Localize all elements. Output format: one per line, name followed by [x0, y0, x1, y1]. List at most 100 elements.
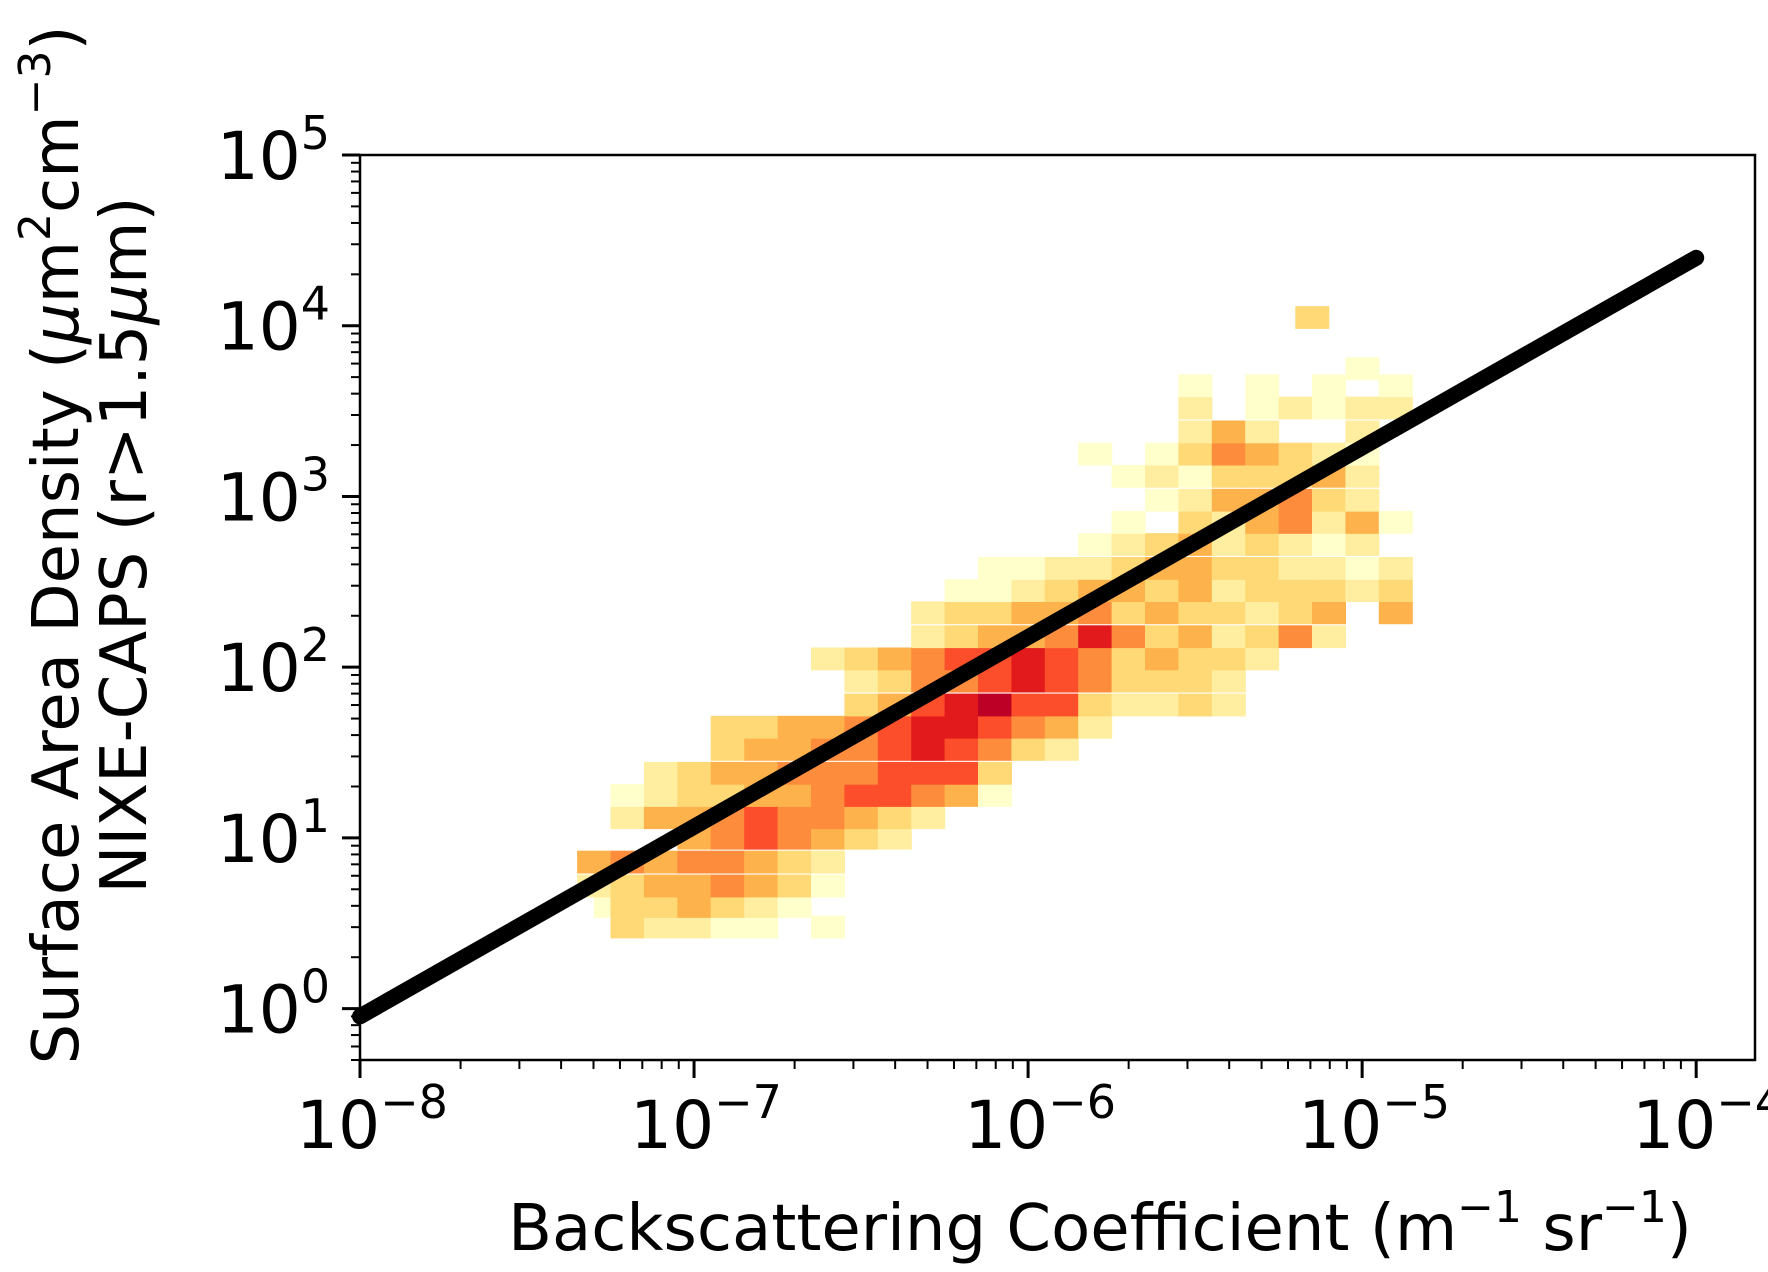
histogram-bin — [710, 850, 745, 874]
histogram-bin — [643, 874, 678, 898]
y-tick-label: 105 — [217, 106, 330, 195]
histogram-bin — [710, 874, 745, 898]
histogram-bin — [1345, 579, 1380, 602]
histogram-bin — [1278, 579, 1313, 602]
histogram-bin — [1345, 357, 1380, 381]
y-axis-label-line2: NIXE-CAPS (r>1.5μm) — [88, 197, 162, 894]
histogram-bin — [1245, 533, 1280, 556]
histogram-bin — [1278, 625, 1313, 649]
histogram-bin — [978, 601, 1012, 625]
y-tick-label: 101 — [217, 789, 330, 878]
histogram-bin — [1278, 557, 1313, 580]
y-axis-label-line1-a: Surface Area Density ( — [20, 344, 94, 1064]
histogram-bin — [944, 738, 979, 761]
histogram-bin — [1211, 579, 1246, 602]
x-tick-label: 10−6 — [964, 1075, 1116, 1164]
histogram-bin — [1178, 420, 1213, 444]
histogram-bin — [744, 915, 779, 939]
histogram-bin — [710, 895, 745, 918]
histogram-bin — [811, 784, 845, 807]
y-axis-label-line2-a: NIXE-CAPS (r>1.5 — [88, 325, 162, 894]
histogram-bin — [1211, 488, 1246, 512]
y-tick-label-base: 10 — [217, 459, 301, 536]
x-tick-label-exponent: −6 — [1048, 1075, 1116, 1129]
histogram-bin — [777, 784, 812, 807]
histogram-bin — [777, 895, 812, 918]
histogram-bin — [1078, 533, 1113, 556]
histogram-bin — [744, 715, 779, 739]
y-tick-label: 100 — [217, 960, 330, 1049]
histogram-bin — [811, 806, 845, 830]
histogram-bin — [978, 693, 1012, 717]
histogram-bin — [944, 601, 979, 625]
histogram-bin — [1245, 420, 1280, 444]
histogram-bin — [1111, 511, 1146, 534]
histogram-bin — [978, 579, 1012, 602]
histogram-bin — [710, 715, 745, 739]
histogram-bin — [710, 915, 745, 939]
x-tick-label-exponent: −4 — [1716, 1075, 1768, 1129]
y-tick-label-base: 10 — [217, 289, 301, 366]
histogram-bin — [978, 557, 1012, 580]
histogram-bin — [1312, 374, 1346, 398]
histogram-bin — [844, 806, 879, 830]
histogram-bin — [811, 761, 845, 785]
axis-ticks — [342, 153, 1698, 1078]
histogram-bin — [710, 826, 745, 850]
y-axis-label-line1-c: cm — [20, 115, 94, 213]
histogram-bin — [1011, 601, 1046, 625]
histogram-bin — [978, 784, 1012, 807]
histogram-bin — [1345, 396, 1380, 420]
x-tick-label-exponent: −7 — [714, 1075, 782, 1129]
histogram-bin — [844, 693, 879, 717]
histogram-bin — [643, 915, 678, 939]
histogram-bin — [911, 761, 946, 785]
histogram-bin — [1211, 420, 1246, 444]
histogram-bin — [1145, 625, 1179, 649]
histogram-bin — [1278, 533, 1313, 556]
histogram-bin — [710, 738, 745, 761]
x-tick-label-base: 10 — [296, 1087, 380, 1164]
y-tick-label: 104 — [217, 277, 330, 366]
x-axis-label: Backscattering Coefficient (m−1 sr−1) — [508, 1182, 1692, 1266]
histogram-bin — [1145, 601, 1179, 625]
histogram-bin — [1278, 396, 1313, 420]
histogram-bin — [1178, 396, 1213, 420]
x-tick-label: 10−7 — [630, 1075, 782, 1164]
histogram-bin — [1278, 601, 1313, 625]
histogram-bins — [577, 306, 1413, 939]
histogram-bin — [911, 625, 946, 649]
histogram-bin — [1145, 579, 1179, 602]
fit-line — [352, 249, 1705, 1025]
y-tick-label: 103 — [217, 447, 330, 536]
histogram-bin — [610, 806, 645, 830]
histogram-bin — [844, 761, 879, 785]
histogram-bin — [844, 826, 879, 850]
x-axis-label-exp1: −1 — [1457, 1182, 1522, 1233]
histogram-bin — [811, 826, 845, 850]
histogram-bin — [744, 806, 779, 830]
histogram-bin — [1078, 442, 1113, 466]
histogram-bin — [1312, 488, 1346, 512]
histogram-bin — [944, 693, 979, 717]
histogram-bin — [1044, 579, 1079, 602]
histogram-bin — [811, 850, 845, 874]
histogram-bin — [978, 715, 1012, 739]
x-tick-label-exponent: −5 — [1382, 1075, 1450, 1129]
histogram-bin — [877, 826, 912, 850]
histogram-bin — [1378, 511, 1413, 534]
histogram-bin — [1378, 579, 1413, 602]
histogram-bin — [1044, 647, 1079, 671]
y-axis-label-line1-mu: μ — [20, 303, 94, 345]
histogram-bin — [1345, 511, 1380, 534]
histogram-bin — [1178, 442, 1213, 466]
histogram-bin — [1011, 693, 1046, 717]
histogram-bin — [1011, 715, 1046, 739]
histogram-bin — [1245, 396, 1280, 420]
y-tick-label-base: 10 — [217, 972, 301, 1049]
histogram-bin — [1211, 442, 1246, 466]
histogram-bin — [1044, 669, 1079, 693]
histogram-bin — [1211, 647, 1246, 671]
histogram-bin — [811, 715, 845, 739]
histogram-bin — [911, 738, 946, 761]
